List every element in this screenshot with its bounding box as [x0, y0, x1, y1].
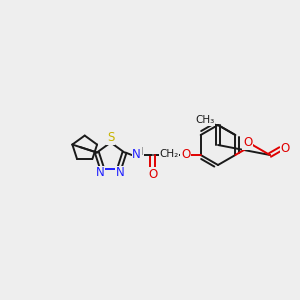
Text: O: O	[243, 136, 252, 149]
Text: O: O	[181, 148, 190, 160]
Text: N: N	[132, 148, 141, 160]
Text: N: N	[96, 166, 104, 179]
Text: CH₂: CH₂	[159, 149, 178, 159]
Text: O: O	[148, 167, 157, 181]
Text: CH₃: CH₃	[195, 115, 214, 125]
Text: O: O	[281, 142, 290, 155]
Text: H: H	[136, 147, 144, 157]
Text: S: S	[107, 131, 114, 144]
Text: N: N	[116, 166, 124, 179]
